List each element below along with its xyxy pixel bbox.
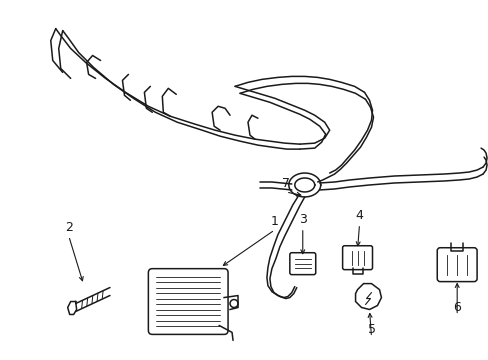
Text: 5: 5 xyxy=(367,323,375,336)
FancyBboxPatch shape xyxy=(436,248,476,282)
Text: 2: 2 xyxy=(64,221,73,234)
FancyBboxPatch shape xyxy=(289,253,315,275)
Text: 1: 1 xyxy=(270,215,278,228)
FancyBboxPatch shape xyxy=(342,246,372,270)
Circle shape xyxy=(229,300,238,307)
FancyBboxPatch shape xyxy=(148,269,227,334)
Text: 7: 7 xyxy=(281,177,289,190)
Polygon shape xyxy=(355,284,381,310)
Text: 3: 3 xyxy=(298,213,306,226)
Text: 4: 4 xyxy=(355,210,363,222)
Text: 6: 6 xyxy=(452,301,460,314)
